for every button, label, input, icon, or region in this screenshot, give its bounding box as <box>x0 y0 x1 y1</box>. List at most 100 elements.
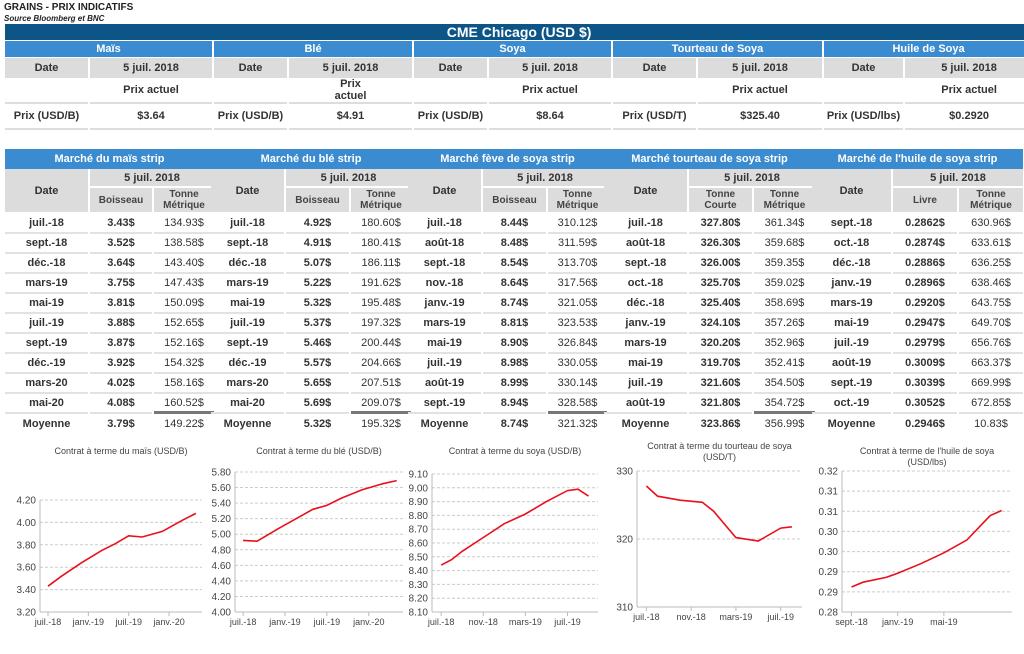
table-row: sept.-18 4.91$ 180.41$ <box>211 234 412 254</box>
contract-month: mars-20 <box>5 374 88 394</box>
series-line <box>47 512 197 587</box>
x-tick-label: janv.-20 <box>352 617 384 627</box>
contract-month: mars-19 <box>812 294 891 314</box>
metric-ton-value: 321.05$ <box>548 294 608 314</box>
contract-month: déc.-19 <box>5 354 88 374</box>
y-tick-label: 8.40 <box>409 566 429 577</box>
contract-month: juil.-19 <box>5 314 88 334</box>
y-tick-label: 0.28 <box>819 608 839 619</box>
x-tick-label: juil.-18 <box>427 617 455 627</box>
price-value: 321.80$ <box>689 394 752 414</box>
table-row: déc.-18 0.2886$ 636.25$ <box>812 254 1024 274</box>
y-tick-label: 0.30 <box>819 527 839 538</box>
price-value: 8.54$ <box>483 254 546 274</box>
metric-ton-value: 134.93$ <box>154 214 215 234</box>
contract-month: mai-19 <box>408 334 481 354</box>
chart-title: Contrat à terme du blé (USD/B) <box>256 446 382 456</box>
date-value: 5 juil. 2018 <box>289 58 412 78</box>
contract-month: mars-19 <box>408 314 481 334</box>
series-line <box>243 479 397 543</box>
table-row: août-19 0.3009$ 663.37$ <box>812 354 1024 374</box>
price-value: 8.48$ <box>483 234 546 254</box>
metric-ton-value: 359.68$ <box>754 234 816 254</box>
section-header-soy: Soya <box>414 41 611 58</box>
average-price: 5.32$ <box>303 418 332 430</box>
table-row: déc.-19 3.92$ 154.32$ <box>5 354 215 374</box>
current-price-label: Prix actuel <box>698 78 822 104</box>
contract-month: déc.-18 <box>604 294 687 314</box>
contract-month: août-19 <box>812 354 891 374</box>
contract-month: juil.-19 <box>812 334 891 354</box>
x-tick-label: juil.-19 <box>766 612 794 622</box>
average-metric-ton: 356.99$ <box>764 418 805 430</box>
y-tick-label: 5.60 <box>212 483 232 494</box>
strip-title: Marché tourteau de soya strip <box>604 149 816 169</box>
strip-title: Marché fève de soya strip <box>408 149 608 169</box>
contract-month: mai-19 <box>604 354 687 374</box>
metric-ton-value: 147.43$ <box>154 274 215 294</box>
metric-ton-value: 204.66$ <box>351 354 412 374</box>
price-value: 8.98$ <box>483 354 546 374</box>
price-value: $325.40 <box>698 104 822 130</box>
price-value: 5.69$ <box>286 394 349 414</box>
y-tick-label: 4.00 <box>212 608 232 619</box>
table-row: mars-19 320.20$ 352.96$ <box>604 334 816 354</box>
y-tick-label: 4.80 <box>212 545 232 556</box>
table-row: oct.-19 0.3052$ 672.85$ <box>812 394 1024 414</box>
metric-ton-value: 357.26$ <box>754 314 816 334</box>
table-row: mai-19 0.2947$ 649.70$ <box>812 314 1024 334</box>
strip-date: 5 juil. 2018 <box>286 169 412 188</box>
table-row: mars-19 3.75$ 147.43$ <box>5 274 215 294</box>
y-tick-label: 4.20 <box>212 592 232 603</box>
x-tick-label: sept.-18 <box>835 617 868 627</box>
contract-month: sept.-19 <box>5 334 88 354</box>
table-row: déc.-18 325.40$ 358.69$ <box>604 294 816 314</box>
section-header-soymeal: Tourteau de Soya <box>613 41 822 58</box>
x-tick-label: nov.-18 <box>469 617 498 627</box>
average-label: Moyenne <box>223 418 272 430</box>
table-row: mars-19 5.22$ 191.62$ <box>211 274 412 294</box>
price-value: 4.92$ <box>286 214 349 234</box>
table-row: sept.-19 0.3039$ 669.99$ <box>812 374 1024 394</box>
y-tick-label: 3.40 <box>17 585 37 596</box>
price-value: 5.37$ <box>286 314 349 334</box>
contract-month: mai-20 <box>5 394 88 414</box>
strip-table-soymeal: Marché tourteau de soya strip Date 5 juil.… <box>602 149 817 434</box>
table-row: août-19 321.80$ 354.72$ <box>604 394 816 414</box>
contract-month: mai-19 <box>5 294 88 314</box>
average-metric-ton: 10.83$ <box>974 418 1008 430</box>
table-row: mars-20 5.65$ 207.51$ <box>211 374 412 394</box>
table-row: août-18 326.30$ 359.68$ <box>604 234 816 254</box>
metric-ton-value: 195.48$ <box>351 294 412 314</box>
table-row: oct.-18 325.70$ 359.02$ <box>604 274 816 294</box>
contract-month: mai-19 <box>812 314 891 334</box>
contract-month: juil.-18 <box>5 214 88 234</box>
y-tick-label: 5.80 <box>212 468 232 479</box>
table-row: mai-19 5.32$ 195.48$ <box>211 294 412 314</box>
metric-ton-value: 313.70$ <box>548 254 608 274</box>
table-row: mai-20 4.08$ 160.52$ <box>5 394 215 414</box>
average-metric-ton: 195.32$ <box>361 418 401 430</box>
strip-title: Marché de l'huile de soya strip <box>812 149 1024 169</box>
unit-header: Tonne Métrique <box>548 188 608 214</box>
x-tick-label: janv.-19 <box>268 617 300 627</box>
price-value: 3.52$ <box>90 234 152 254</box>
current-price-label: Prix actuel <box>90 78 212 104</box>
price-value: 0.2862$ <box>893 214 957 234</box>
y-tick-label: 8.20 <box>409 594 429 605</box>
contract-month: sept.-18 <box>604 254 687 274</box>
table-row: mars-19 0.2920$ 643.75$ <box>812 294 1024 314</box>
metric-ton-value: 330.05$ <box>548 354 608 374</box>
contract-month: janv.-19 <box>604 314 687 334</box>
date-value: 5 juil. 2018 <box>489 58 611 78</box>
y-tick-label: 8.10 <box>409 608 429 619</box>
x-tick-label: mars-19 <box>719 612 752 622</box>
date-label: Date <box>5 58 88 78</box>
y-tick-label: 9.00 <box>409 483 429 494</box>
price-value: 5.57$ <box>286 354 349 374</box>
metric-ton-value: 197.32$ <box>351 314 412 334</box>
unit-header: Tonne Métrique <box>154 188 215 214</box>
y-tick-label: 8.80 <box>409 511 429 522</box>
average-price: 0.2946$ <box>905 418 945 430</box>
current-price-label: Prix actuel <box>289 78 412 104</box>
